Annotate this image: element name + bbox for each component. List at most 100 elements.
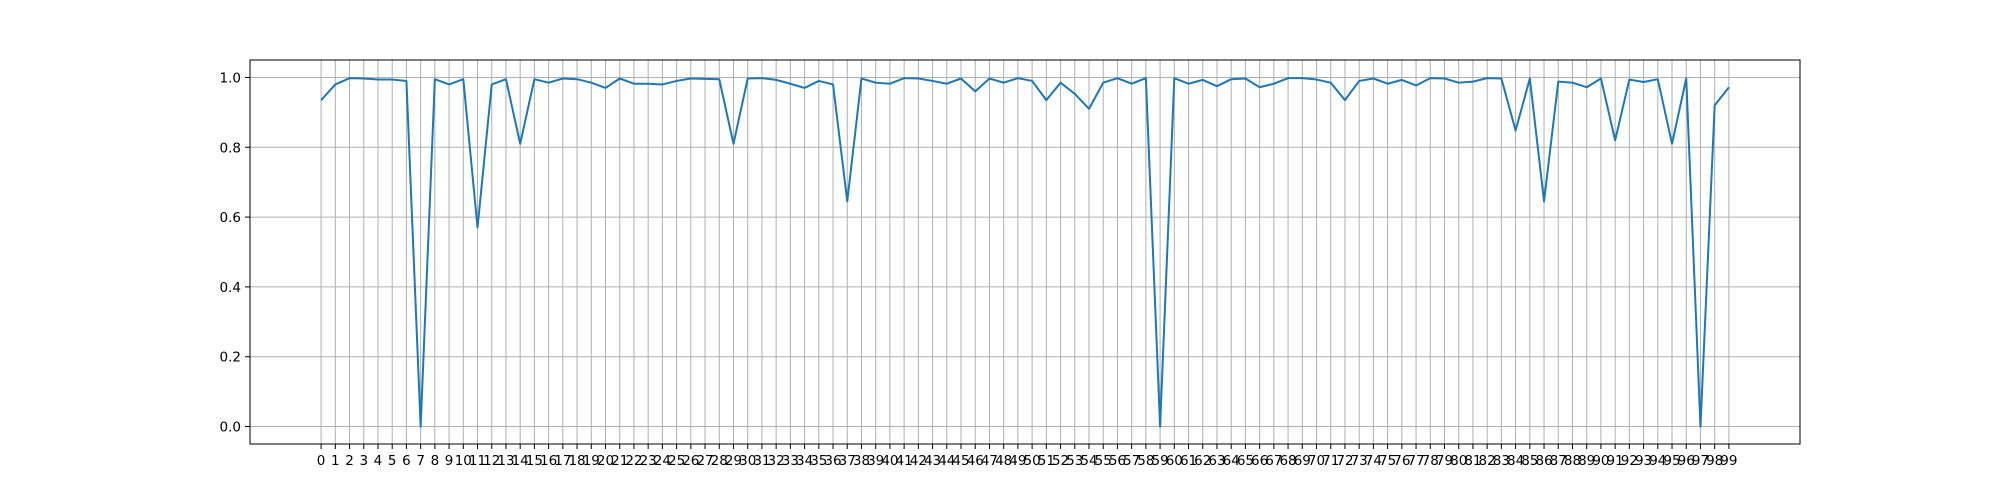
x-tick-label: 98 bbox=[1706, 453, 1723, 469]
x-tick-label: 43 bbox=[924, 453, 941, 469]
x-tick-label: 41 bbox=[896, 453, 913, 469]
x-tick-label: 20 bbox=[597, 453, 614, 469]
x-tick-label: 9 bbox=[445, 453, 454, 469]
x-tick-label: 89 bbox=[1578, 453, 1595, 469]
grid bbox=[250, 60, 1800, 444]
x-tick-label: 53 bbox=[1066, 453, 1083, 469]
x-tick-label: 3 bbox=[359, 453, 368, 469]
x-tick-label: 72 bbox=[1336, 453, 1353, 469]
x-tick-label: 28 bbox=[711, 453, 728, 469]
x-tick-label: 30 bbox=[739, 453, 756, 469]
x-tick-label: 71 bbox=[1322, 453, 1339, 469]
x-tick-label: 85 bbox=[1521, 453, 1538, 469]
x-tick-label: 8 bbox=[431, 453, 440, 469]
x-tick-label: 79 bbox=[1436, 453, 1453, 469]
x-tick-label: 16 bbox=[540, 453, 557, 469]
x-tick-label: 48 bbox=[995, 453, 1012, 469]
y-tick-label: 0.4 bbox=[220, 280, 241, 296]
x-tick-label: 65 bbox=[1237, 453, 1254, 469]
x-tick-label: 13 bbox=[497, 453, 514, 469]
x-tick-label: 59 bbox=[1151, 453, 1168, 469]
x-tick-label: 34 bbox=[796, 453, 813, 469]
x-tick-label: 17 bbox=[554, 453, 571, 469]
x-tick-label: 52 bbox=[1052, 453, 1069, 469]
x-tick-label: 6 bbox=[402, 453, 411, 469]
x-tick-label: 33 bbox=[782, 453, 799, 469]
y-tick-label: 0.6 bbox=[220, 210, 241, 226]
x-tick-label: 24 bbox=[654, 453, 671, 469]
x-tick-label: 1 bbox=[331, 453, 340, 469]
x-tick-label: 39 bbox=[867, 453, 884, 469]
x-tick-label: 61 bbox=[1180, 453, 1197, 469]
x-tick-label: 60 bbox=[1166, 453, 1183, 469]
x-tick-label: 18 bbox=[568, 453, 585, 469]
x-tick-label: 90 bbox=[1592, 453, 1609, 469]
x-tick-label: 27 bbox=[696, 453, 713, 469]
x-tick-label: 40 bbox=[881, 453, 898, 469]
x-tick-label: 45 bbox=[952, 453, 969, 469]
x-tick-label: 14 bbox=[512, 453, 529, 469]
x-tick-label: 86 bbox=[1535, 453, 1552, 469]
x-axis: 0 1 2 3 4 5 6 7 8 9 101112131415161718192021222324… bbox=[317, 444, 1737, 469]
x-tick-label: 35 bbox=[810, 453, 827, 469]
x-tick-label: 55 bbox=[1095, 453, 1112, 469]
x-tick-label: 36 bbox=[824, 453, 841, 469]
x-tick-label: 99 bbox=[1720, 453, 1737, 469]
x-tick-label: 32 bbox=[768, 453, 785, 469]
x-tick-label: 31 bbox=[753, 453, 770, 469]
x-tick-label: 51 bbox=[1038, 453, 1055, 469]
axes-frame bbox=[249, 59, 1801, 445]
x-tick-label: 42 bbox=[910, 453, 927, 469]
x-tick-label: 94 bbox=[1649, 453, 1666, 469]
x-tick-label: 83 bbox=[1493, 453, 1510, 469]
y-tick-label: 1.0 bbox=[220, 70, 241, 86]
x-tick-label: 87 bbox=[1550, 453, 1567, 469]
x-tick-label: 92 bbox=[1621, 453, 1638, 469]
x-tick-label: 63 bbox=[1208, 453, 1225, 469]
x-tick-label: 38 bbox=[853, 453, 870, 469]
x-tick-label: 97 bbox=[1692, 453, 1709, 469]
x-tick-label: 4 bbox=[374, 453, 383, 469]
x-tick-label: 96 bbox=[1678, 453, 1695, 469]
x-tick-label: 68 bbox=[1279, 453, 1296, 469]
x-tick-label: 19 bbox=[583, 453, 600, 469]
x-tick-label: 49 bbox=[1009, 453, 1026, 469]
x-tick-label: 95 bbox=[1663, 453, 1680, 469]
x-tick-label: 82 bbox=[1479, 453, 1496, 469]
x-tick-label: 7 bbox=[416, 453, 425, 469]
x-tick-label: 62 bbox=[1194, 453, 1211, 469]
series-line bbox=[320, 77, 1730, 428]
x-tick-label: 93 bbox=[1635, 453, 1652, 469]
x-tick-label: 50 bbox=[1024, 453, 1041, 469]
x-tick-label: 2 bbox=[345, 453, 354, 469]
y-tick-label: 0.8 bbox=[220, 140, 241, 156]
x-tick-label: 5 bbox=[388, 453, 397, 469]
x-tick-label: 64 bbox=[1223, 453, 1240, 469]
x-tick-label: 46 bbox=[967, 453, 984, 469]
x-tick-label: 78 bbox=[1422, 453, 1439, 469]
y-axis: 0.0 0.2 0.4 0.6 0.8 1.0 bbox=[220, 70, 250, 436]
x-tick-label: 15 bbox=[526, 453, 543, 469]
x-tick-label: 22 bbox=[625, 453, 642, 469]
series-layer bbox=[320, 77, 1730, 428]
x-tick-label: 66 bbox=[1251, 453, 1268, 469]
x-tick-label: 80 bbox=[1450, 453, 1467, 469]
x-tick-label: 44 bbox=[938, 453, 955, 469]
x-tick-label: 11 bbox=[469, 453, 486, 469]
y-tick-label: 0.2 bbox=[220, 350, 241, 366]
x-tick-label: 54 bbox=[1080, 453, 1097, 469]
x-tick-label: 25 bbox=[668, 453, 685, 469]
x-tick-label: 0 bbox=[317, 453, 326, 469]
x-tick-label: 29 bbox=[725, 453, 742, 469]
x-tick-label: 91 bbox=[1607, 453, 1624, 469]
x-tick-label: 67 bbox=[1265, 453, 1282, 469]
x-tick-label: 23 bbox=[640, 453, 657, 469]
x-tick-label: 12 bbox=[483, 453, 500, 469]
x-tick-label: 81 bbox=[1464, 453, 1481, 469]
x-tick-label: 21 bbox=[611, 453, 628, 469]
x-tick-label: 56 bbox=[1109, 453, 1126, 469]
x-tick-label: 37 bbox=[839, 453, 856, 469]
x-tick-label: 57 bbox=[1123, 453, 1140, 469]
